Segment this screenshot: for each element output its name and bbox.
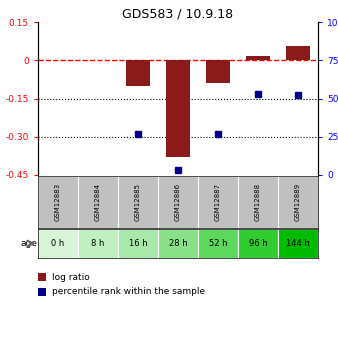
Text: log ratio: log ratio bbox=[52, 273, 90, 282]
Bar bbox=[126, 60, 150, 86]
Bar bbox=[278, 176, 318, 228]
Bar bbox=[238, 229, 278, 258]
Text: 8 h: 8 h bbox=[91, 239, 105, 248]
Bar bbox=[38, 176, 78, 228]
Text: GSM12886: GSM12886 bbox=[175, 183, 181, 221]
Bar bbox=[206, 60, 230, 83]
Bar bbox=[38, 273, 46, 281]
Text: 52 h: 52 h bbox=[209, 239, 227, 248]
Bar bbox=[38, 229, 78, 258]
Text: GSM12885: GSM12885 bbox=[135, 183, 141, 221]
Bar bbox=[118, 176, 158, 228]
Bar bbox=[246, 57, 270, 60]
Bar bbox=[158, 229, 198, 258]
Bar bbox=[78, 229, 118, 258]
Text: 96 h: 96 h bbox=[249, 239, 267, 248]
Text: percentile rank within the sample: percentile rank within the sample bbox=[52, 287, 205, 296]
Text: 16 h: 16 h bbox=[129, 239, 147, 248]
Text: age: age bbox=[20, 239, 37, 248]
Text: GSM12884: GSM12884 bbox=[95, 183, 101, 221]
Text: 144 h: 144 h bbox=[286, 239, 310, 248]
Title: GDS583 / 10.9.18: GDS583 / 10.9.18 bbox=[122, 8, 234, 21]
Bar bbox=[278, 229, 318, 258]
Bar bbox=[198, 176, 238, 228]
Bar bbox=[238, 176, 278, 228]
Bar bbox=[158, 176, 198, 228]
Bar bbox=[286, 46, 310, 60]
Bar bbox=[78, 176, 118, 228]
Text: 28 h: 28 h bbox=[169, 239, 187, 248]
Text: GSM12887: GSM12887 bbox=[215, 183, 221, 221]
Text: GSM12888: GSM12888 bbox=[255, 183, 261, 221]
Bar bbox=[166, 60, 190, 157]
Bar bbox=[118, 229, 158, 258]
Bar bbox=[38, 288, 46, 296]
Bar bbox=[198, 229, 238, 258]
Text: GSM12889: GSM12889 bbox=[295, 183, 301, 221]
Text: GSM12883: GSM12883 bbox=[55, 183, 61, 221]
Text: 0 h: 0 h bbox=[51, 239, 65, 248]
